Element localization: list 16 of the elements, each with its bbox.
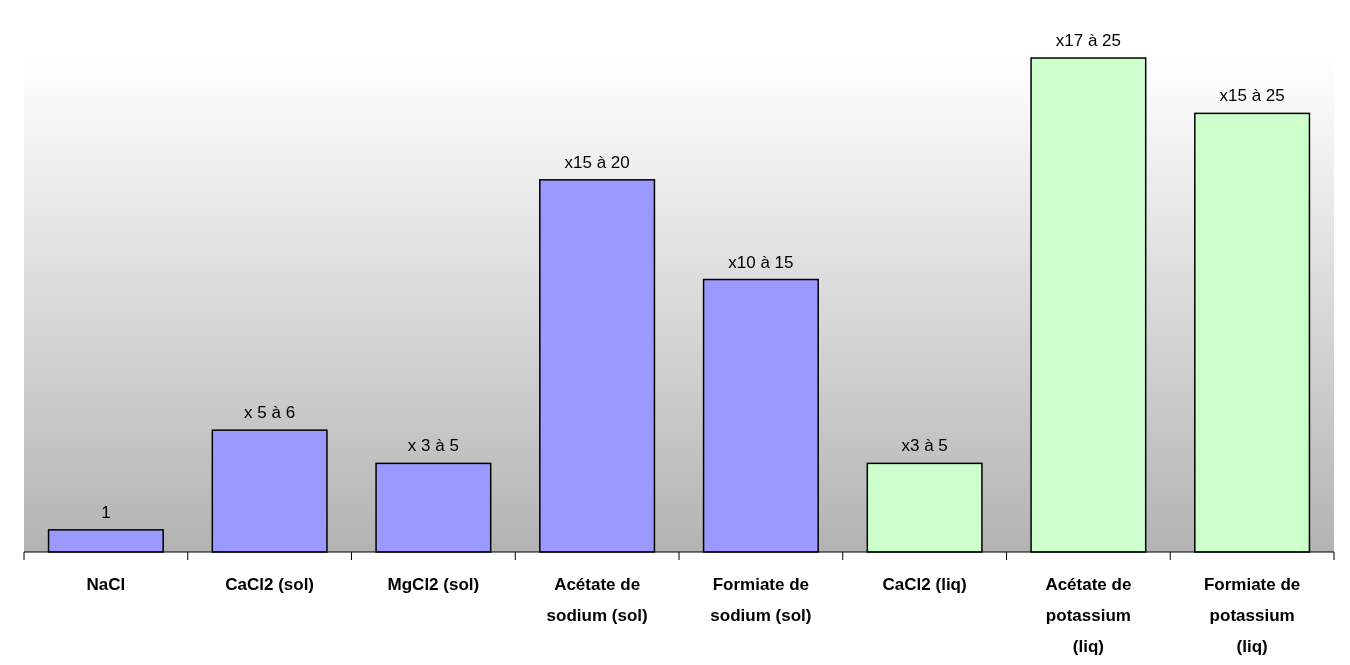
x-tick-label: CaCl2 (sol) [225,575,315,594]
data-label: x17 à 25 [1055,31,1121,50]
data-label: x15 à 25 [1219,86,1285,106]
x-tick-label: Acétate de sodium (sol) [546,575,648,625]
x-tick-label: Formiate de sodium (sol) [710,575,812,625]
data-label: x10 à 15 [728,252,794,272]
x-tick-label: CaCl2 (liq) [882,575,967,594]
data-label: 1 [101,502,111,522]
x-tick-label: NaCl [86,575,126,594]
x-tick-label: Formiate de potassium (liq) [1203,575,1301,656]
data-label: x15 à 20 [564,152,630,172]
x-tick-label: Acétate de potassium (liq) [1045,575,1132,656]
x-tick-label: MgCl2 (sol) [387,575,480,594]
data-label: x3 à 5 [901,436,948,456]
data-label: x 3 à 5 [407,436,459,456]
data-label: x 5 à 6 [244,403,296,423]
